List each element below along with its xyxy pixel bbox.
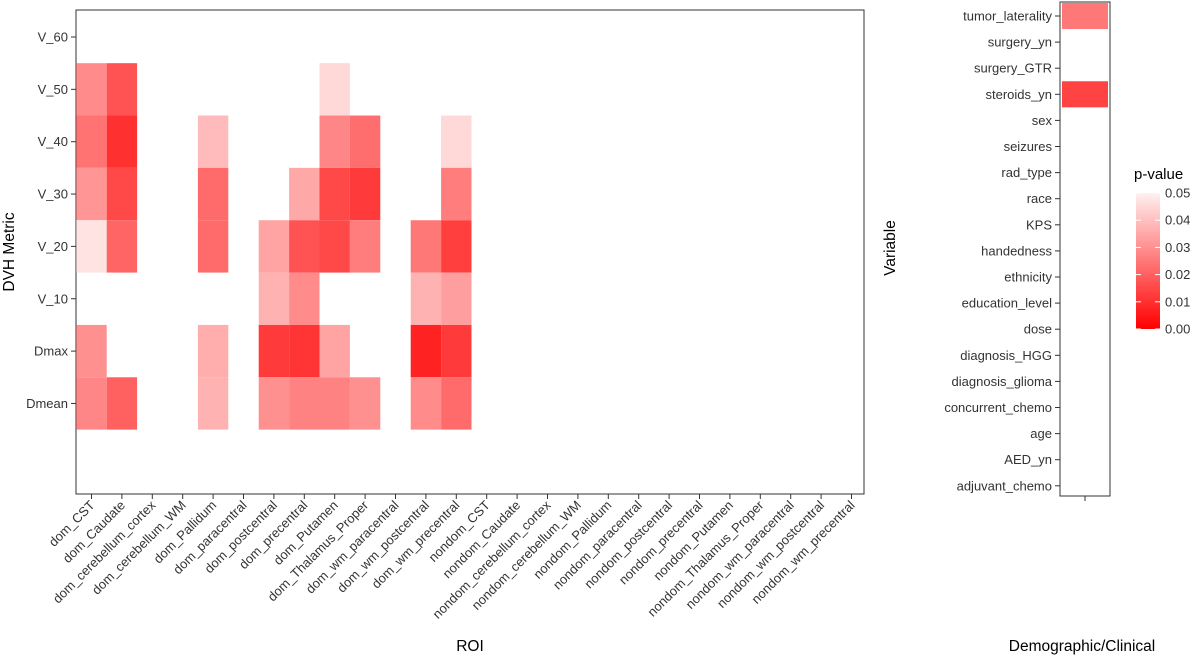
clinical-y-tick-label: age xyxy=(1030,426,1052,441)
dvh-cell xyxy=(289,272,320,325)
clinical-heatmap: tumor_laterality surgery_yn surgery_GTRste… xyxy=(882,1,1155,655)
dvh-cell xyxy=(319,220,350,273)
clinical-y-tick-label: steroids_yn xyxy=(986,87,1052,102)
clinical-y-tick-label: surgery_yn xyxy=(988,35,1052,50)
dvh-y-tick-label: Dmax xyxy=(34,344,68,359)
clinical-y-tick-label: sex xyxy=(1032,113,1053,128)
dvh-cell xyxy=(258,377,290,430)
dvh-cell xyxy=(197,220,229,273)
dvh-cell xyxy=(410,272,442,325)
clinical-y-tick-label: diagnosis_glioma xyxy=(952,374,1053,389)
legend-ticks: 0.05 0.04 0.03 0.02 0.01 0.00 xyxy=(1136,186,1190,337)
dvh-cell xyxy=(441,167,472,221)
dvh-cell xyxy=(106,377,138,430)
dvh-x-axis-title: ROI xyxy=(456,638,484,655)
dvh-y-tick-label: V_60 xyxy=(38,30,68,45)
clinical-y-tick-label: tumor_laterality xyxy=(963,9,1052,24)
legend-colorbar xyxy=(1136,193,1160,329)
dvh-y-tick-label: V_30 xyxy=(38,187,68,202)
dvh-cell xyxy=(258,324,290,378)
dvh-cell xyxy=(319,115,350,168)
dvh-cell xyxy=(410,377,442,430)
dvh-cell xyxy=(106,63,138,116)
dvh-cell xyxy=(76,220,107,273)
dvh-cell xyxy=(441,115,472,168)
legend-tick-label: 0.01 xyxy=(1165,294,1190,309)
dvh-cell xyxy=(197,377,229,430)
dvh-cell xyxy=(76,167,107,221)
dvh-cell xyxy=(289,377,320,430)
dvh-y-tick-label: V_50 xyxy=(38,82,68,97)
dvh-cell xyxy=(410,324,442,378)
clinical-y-axis: tumor_laterality surgery_yn surgery_GTRste… xyxy=(944,9,1060,493)
clinical-y-tick-label: diagnosis_HGG xyxy=(960,348,1052,363)
dvh-y-tick-label: Dmean xyxy=(26,396,68,411)
clinical-y-tick-label: rad_type xyxy=(1001,165,1052,180)
dvh-cell xyxy=(441,220,472,273)
dvh-cell xyxy=(76,63,107,116)
clinical-y-tick-label: concurrent_chemo xyxy=(944,400,1052,415)
clinical-y-tick-label: adjuvant_chemo xyxy=(957,478,1052,493)
clinical-y-tick-label: seizures xyxy=(1004,139,1053,154)
dvh-cell xyxy=(197,115,229,168)
clinical-panel-border xyxy=(1059,1,1111,497)
clinical-y-tick-label: dose xyxy=(1024,322,1052,337)
dvh-cell xyxy=(258,220,290,273)
clinical-cell xyxy=(1062,81,1108,108)
dvh-heatmap: V_60 V_50 V_40 V_30 V_20 V_10 Dmax Dmean dom_CS… xyxy=(1,9,865,655)
legend-title: p-value xyxy=(1134,166,1183,183)
dvh-cell xyxy=(76,115,107,168)
dvh-cell xyxy=(197,167,229,221)
dvh-x-axis: dom_CSTdom_Caudatedom_cerebellum_cortexd… xyxy=(46,494,858,622)
dvh-cell xyxy=(410,220,442,273)
dvh-cell xyxy=(106,220,138,273)
dvh-y-tick-label: V_20 xyxy=(38,239,68,254)
dvh-y-axis-title: DVH Metric xyxy=(1,212,18,291)
clinical-y-tick-label: KPS xyxy=(1026,217,1052,232)
clinical-y-tick-label: education_level xyxy=(962,296,1052,311)
dvh-cell xyxy=(349,167,381,221)
clinical-y-tick-label: surgery_GTR xyxy=(974,61,1052,76)
dvh-cells xyxy=(76,63,472,430)
p-value-legend: p-value 0.05 0.04 0.03 0.02 0.01 0.00 xyxy=(1134,166,1190,337)
legend-tick-label: 0.00 xyxy=(1165,322,1190,337)
clinical-x-axis-title: Demographic/Clinical xyxy=(1009,638,1155,655)
dvh-cell xyxy=(289,220,320,273)
clinical-y-tick-label: AED_yn xyxy=(1004,452,1052,467)
legend-tick-label: 0.04 xyxy=(1165,213,1190,228)
dvh-cell xyxy=(106,167,138,221)
legend-tick-label: 0.02 xyxy=(1165,267,1190,282)
dvh-cell xyxy=(106,115,138,168)
dvh-cell xyxy=(319,167,350,221)
legend-tick-label: 0.05 xyxy=(1165,186,1190,201)
clinical-cell xyxy=(1062,2,1108,30)
dvh-cell xyxy=(319,324,350,378)
dvh-cell xyxy=(349,115,381,168)
dvh-cell xyxy=(289,324,320,378)
dvh-cell xyxy=(441,377,472,430)
clinical-y-tick-label: handedness xyxy=(981,243,1052,258)
dvh-cell xyxy=(76,377,107,430)
dvh-cell xyxy=(349,220,381,273)
dvh-cell xyxy=(258,272,290,325)
clinical-y-tick-label: ethnicity xyxy=(1004,270,1052,285)
dvh-cell xyxy=(349,377,381,430)
dvh-cell xyxy=(289,167,320,221)
clinical-cells xyxy=(1062,2,1108,108)
dvh-cell xyxy=(441,324,472,378)
dvh-cell xyxy=(197,324,229,378)
dvh-cell xyxy=(441,272,472,325)
clinical-y-axis-title: Variable xyxy=(882,220,899,276)
dvh-y-tick-label: V_10 xyxy=(38,291,68,306)
dvh-cell xyxy=(76,324,107,378)
dvh-cell xyxy=(319,377,350,430)
dvh-cell xyxy=(319,63,350,116)
clinical-y-tick-label: race xyxy=(1027,191,1052,206)
dvh-y-axis: V_60 V_50 V_40 V_30 V_20 V_10 Dmax Dmean xyxy=(26,30,76,411)
dvh-y-tick-label: V_40 xyxy=(38,134,68,149)
legend-tick-label: 0.03 xyxy=(1165,240,1190,255)
